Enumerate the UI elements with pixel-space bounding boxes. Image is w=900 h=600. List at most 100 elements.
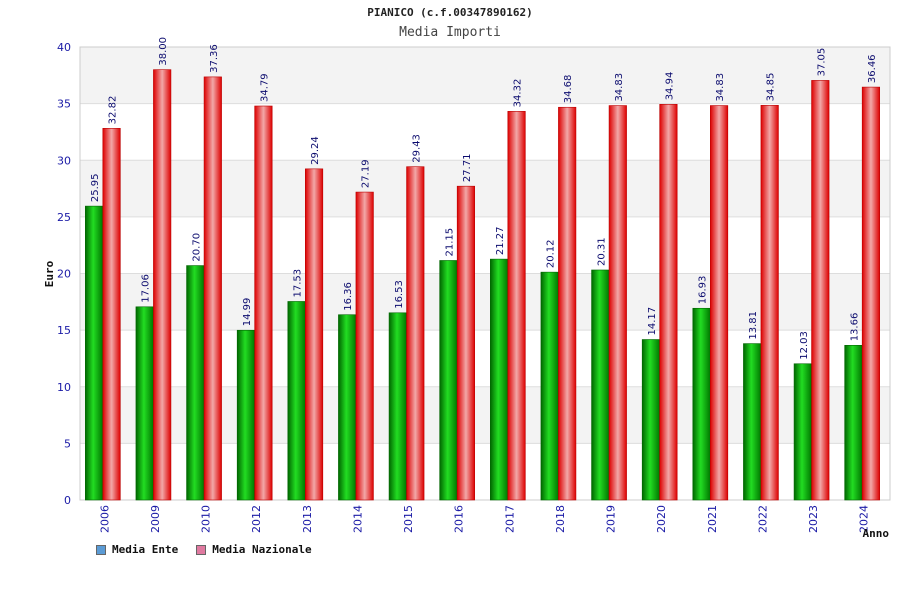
bar-media-nazionale xyxy=(456,185,475,501)
legend-swatch-ente xyxy=(96,544,106,555)
bar-media-ente xyxy=(338,314,357,501)
bar-media-nazionale xyxy=(659,104,678,501)
x-tick-label: 2019 xyxy=(605,505,618,533)
data-label-media-nazionale: 29.24 xyxy=(310,136,321,165)
x-axis-label: Anno xyxy=(863,527,890,540)
y-tick-label: 15 xyxy=(57,324,71,337)
bar-media-ente xyxy=(844,345,863,501)
bar-media-nazionale xyxy=(203,76,222,501)
data-label-media-nazionale: 34.94 xyxy=(664,72,675,101)
data-label-media-ente: 16.53 xyxy=(394,280,405,309)
x-tick-label: 2016 xyxy=(453,505,466,533)
data-label-media-nazionale: 37.05 xyxy=(816,48,827,77)
bar-media-ente xyxy=(85,205,104,501)
x-tick-label: 2018 xyxy=(554,505,567,533)
x-tick-label: 2012 xyxy=(250,505,263,533)
x-tick-label: 2006 xyxy=(98,505,111,533)
legend: Media Ente Media Nazionale xyxy=(96,543,312,556)
data-labels: 25.95 32.82 17.06 38.00 20.70 37.36 14.99 34.79… xyxy=(90,37,878,360)
bar-media-nazionale xyxy=(406,166,425,501)
bar-media-ente xyxy=(591,269,610,501)
data-label-media-nazionale: 34.83 xyxy=(715,73,726,102)
data-label-media-nazionale: 27.19 xyxy=(361,159,372,188)
chart-title: PIANICO (c.f.00347890162) xyxy=(367,6,533,19)
data-label-media-nazionale: 32.82 xyxy=(108,96,119,125)
legend-item-nazionale: Media Nazionale xyxy=(196,543,312,556)
y-axis-label: Euro xyxy=(43,260,56,287)
y-tick-label: 5 xyxy=(64,437,71,450)
bar-media-nazionale xyxy=(507,111,526,501)
x-tick-label: 2013 xyxy=(301,505,314,533)
data-label-media-ente: 16.93 xyxy=(698,276,709,305)
bar-media-ente xyxy=(236,329,255,501)
bar-media-nazionale xyxy=(153,69,172,501)
data-label-media-nazionale: 34.85 xyxy=(766,73,777,102)
data-label-media-ente: 14.17 xyxy=(647,307,658,336)
data-label-media-nazionale: 34.32 xyxy=(513,79,524,108)
x-tick-label: 2020 xyxy=(655,505,668,533)
data-label-media-ente: 20.31 xyxy=(596,237,607,266)
bar-media-nazionale xyxy=(861,86,880,501)
y-tick-label: 0 xyxy=(64,494,71,507)
x-tick-label: 2014 xyxy=(351,505,364,533)
bar-media-nazionale xyxy=(558,106,577,501)
data-label-media-ente: 20.70 xyxy=(191,233,202,262)
bar-media-ente xyxy=(439,260,458,501)
bar-media-ente xyxy=(641,339,660,501)
data-label-media-nazionale: 29.43 xyxy=(411,134,422,163)
data-label-media-ente: 17.53 xyxy=(293,269,304,298)
legend-swatch-nazionale xyxy=(196,544,207,555)
x-tick-label: 2017 xyxy=(503,505,516,533)
data-label-media-nazionale: 34.79 xyxy=(259,73,270,102)
data-label-media-nazionale: 34.68 xyxy=(563,75,574,104)
data-label-media-nazionale: 36.46 xyxy=(867,54,878,83)
y-tick-label: 35 xyxy=(57,98,71,111)
bar-media-nazionale xyxy=(760,105,779,501)
bar-media-ente xyxy=(287,301,306,501)
data-label-media-ente: 12.03 xyxy=(799,331,810,360)
bar-media-nazionale xyxy=(254,105,273,501)
data-label-media-nazionale: 27.71 xyxy=(462,154,473,183)
x-tick-label: 2021 xyxy=(706,505,719,533)
chart-subtitle: Media Importi xyxy=(399,25,501,40)
data-label-media-nazionale: 38.00 xyxy=(158,37,169,66)
data-label-media-ente: 21.15 xyxy=(444,228,455,257)
bar-media-ente xyxy=(490,258,509,501)
data-label-media-ente: 16.36 xyxy=(343,282,354,311)
data-label-media-ente: 17.06 xyxy=(141,274,152,303)
bar-media-ente xyxy=(692,307,711,501)
data-label-media-nazionale: 34.83 xyxy=(614,73,625,102)
x-tick-label: 2023 xyxy=(807,505,820,533)
data-label-media-ente: 20.12 xyxy=(546,240,557,269)
x-tick-label: 2024 xyxy=(858,505,871,533)
data-label-media-ente: 13.66 xyxy=(849,313,860,342)
bar-media-ente xyxy=(186,265,205,501)
bar-media-nazionale xyxy=(305,168,324,501)
y-tick-label: 20 xyxy=(57,268,71,281)
data-label-media-ente: 13.81 xyxy=(748,311,759,340)
y-tick-label: 30 xyxy=(57,154,71,167)
bar-media-nazionale xyxy=(608,105,627,501)
y-axis: 0 5 10 15 20 25 30 35 40 xyxy=(57,41,71,507)
bar-media-nazionale xyxy=(811,80,830,501)
data-label-media-nazionale: 37.36 xyxy=(209,44,220,73)
data-label-media-ente: 21.27 xyxy=(495,226,506,255)
bar-media-ente xyxy=(135,306,154,501)
x-tick-label: 2010 xyxy=(200,505,213,533)
data-label-media-ente: 25.95 xyxy=(90,173,101,202)
x-axis: 2006 2009 2010 2012 2013 2014 2015 2016 2017 2018… xyxy=(98,505,870,533)
bar-media-nazionale xyxy=(710,105,729,501)
legend-label-nazionale: Media Nazionale xyxy=(212,543,312,556)
data-label-media-ente: 14.99 xyxy=(242,298,253,327)
bars xyxy=(85,69,880,501)
bar-media-ente xyxy=(388,312,407,501)
y-tick-label: 10 xyxy=(57,381,71,394)
bar-media-ente xyxy=(540,271,559,501)
y-tick-label: 25 xyxy=(57,211,71,224)
bar-media-ente xyxy=(743,343,762,501)
bar-media-ente xyxy=(793,363,812,501)
bar-media-nazionale xyxy=(355,191,374,501)
y-tick-label: 40 xyxy=(57,41,71,54)
x-tick-label: 2022 xyxy=(756,505,769,533)
